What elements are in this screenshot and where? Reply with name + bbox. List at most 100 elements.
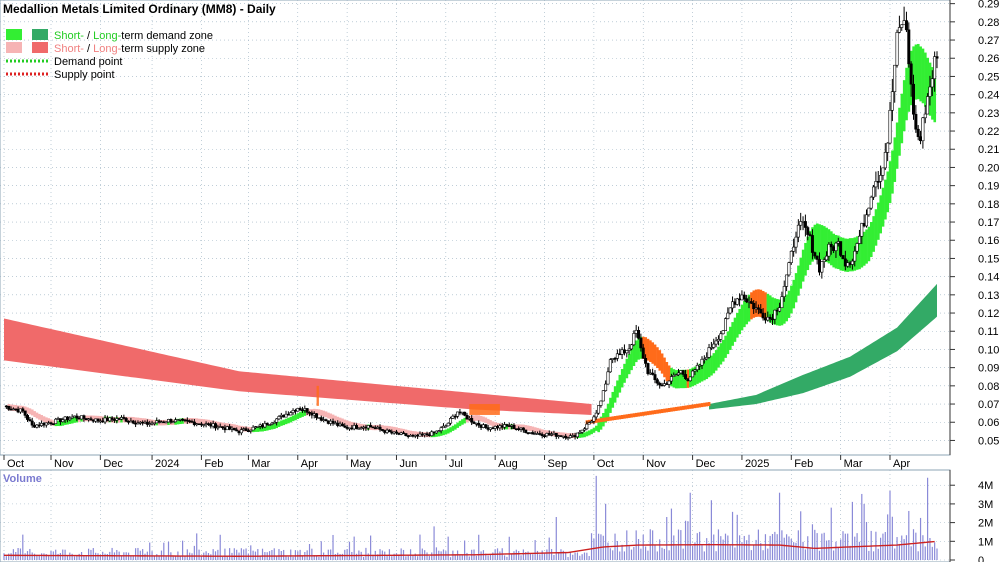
candle-body xyxy=(763,317,767,321)
candle-body xyxy=(235,429,239,432)
short-term-demand-zone xyxy=(888,161,892,204)
candle-body xyxy=(336,422,340,426)
short-term-demand-zone xyxy=(766,293,770,321)
short-term-supply-zone xyxy=(324,411,328,418)
short-term-demand-zone xyxy=(456,422,459,428)
short-term-supply-zone xyxy=(651,342,655,364)
short-term-supply-zone xyxy=(750,292,753,320)
short-term-supply-zone xyxy=(132,416,135,423)
candle-body xyxy=(209,423,213,427)
candle-body xyxy=(566,437,570,439)
candle-body xyxy=(112,419,116,421)
short-term-demand-zone xyxy=(787,290,791,318)
candle-body xyxy=(493,426,497,429)
short-term-demand-zone xyxy=(672,369,676,388)
candle-body xyxy=(26,415,30,420)
candle-body xyxy=(9,408,13,411)
candle-body xyxy=(456,411,460,417)
candle-body xyxy=(122,417,126,419)
candle-body xyxy=(16,408,20,413)
transition-zone xyxy=(693,404,697,409)
candle-body xyxy=(449,418,453,424)
candle-body xyxy=(921,117,925,142)
candle-body xyxy=(491,427,495,430)
short-term-demand-zone xyxy=(289,416,293,423)
short-term-supply-zone xyxy=(221,422,224,428)
short-term-demand-zone xyxy=(444,429,448,435)
candle-body xyxy=(256,426,260,428)
short-term-demand-zone xyxy=(712,353,716,374)
short-term-supply-zone xyxy=(334,415,337,422)
candle-body xyxy=(244,428,248,431)
long-term-demand-zone xyxy=(709,283,937,410)
candle-body xyxy=(637,329,641,339)
short-term-demand-zone xyxy=(820,225,824,260)
candle-body xyxy=(477,422,481,426)
transition-zone xyxy=(691,404,694,409)
candle-body xyxy=(181,418,185,421)
short-term-supply-zone xyxy=(646,338,650,361)
short-term-supply-zone xyxy=(472,415,476,421)
transition-zone xyxy=(609,416,612,421)
short-term-demand-zone xyxy=(914,44,918,100)
short-term-demand-zone xyxy=(747,294,751,322)
candle-body xyxy=(709,347,713,349)
candle-body xyxy=(239,429,243,434)
candle-body xyxy=(155,420,159,424)
candle-body xyxy=(7,405,11,410)
candle-body xyxy=(568,435,572,438)
candle-body xyxy=(18,408,22,413)
short-term-demand-zone xyxy=(585,431,589,437)
candle-body xyxy=(89,418,93,421)
short-term-demand-zone xyxy=(291,415,295,422)
short-term-demand-zone xyxy=(599,416,603,430)
short-term-demand-zone xyxy=(869,221,873,258)
candle-body xyxy=(434,430,438,434)
short-term-demand-zone xyxy=(895,122,899,169)
transition-zone xyxy=(679,406,683,411)
candle-body xyxy=(192,421,196,425)
short-term-supply-zone xyxy=(197,418,201,425)
candle-body xyxy=(933,56,937,80)
candle-body xyxy=(782,286,786,297)
candle-body xyxy=(87,418,91,421)
short-term-demand-zone xyxy=(280,420,283,426)
candle-body xyxy=(700,358,704,366)
candle-body xyxy=(258,424,262,427)
short-term-supply-zone xyxy=(566,433,570,438)
candle-body xyxy=(695,365,699,370)
candle-body xyxy=(322,419,326,421)
candle-body xyxy=(486,427,490,430)
price-tick-label: 0.16 xyxy=(978,235,999,247)
short-term-demand-zone xyxy=(714,350,718,371)
short-term-demand-zone xyxy=(580,432,584,438)
short-term-supply-zone xyxy=(407,430,410,436)
candle-body xyxy=(580,429,584,433)
short-term-demand-zone xyxy=(454,424,457,430)
short-term-demand-zone xyxy=(273,423,276,429)
candle-body xyxy=(51,423,55,425)
candle-body xyxy=(907,29,911,65)
short-term-supply-zone xyxy=(515,424,518,430)
short-term-demand-zone xyxy=(254,426,257,432)
candle-body xyxy=(604,383,608,391)
candle-body xyxy=(775,309,779,312)
candle-body xyxy=(134,422,138,425)
candle-body xyxy=(303,408,307,411)
date-tick-label: Mar xyxy=(844,458,863,470)
short-term-supply-zone xyxy=(526,425,530,431)
price-tick-label: 0.23 xyxy=(978,108,999,120)
candle-body xyxy=(557,435,561,437)
date-tick-label: Mar xyxy=(251,458,270,470)
candle-body xyxy=(409,434,413,437)
candle-body xyxy=(169,419,173,423)
legend-supply-point: Supply point xyxy=(54,69,115,81)
candle-body xyxy=(108,417,112,422)
short-term-demand-zone xyxy=(700,362,704,382)
candle-body xyxy=(387,429,391,433)
short-term-demand-zone xyxy=(611,391,615,408)
candle-body xyxy=(632,333,636,346)
candle-body xyxy=(324,419,328,422)
candle-body xyxy=(129,420,133,423)
short-term-demand-zone xyxy=(587,430,591,436)
